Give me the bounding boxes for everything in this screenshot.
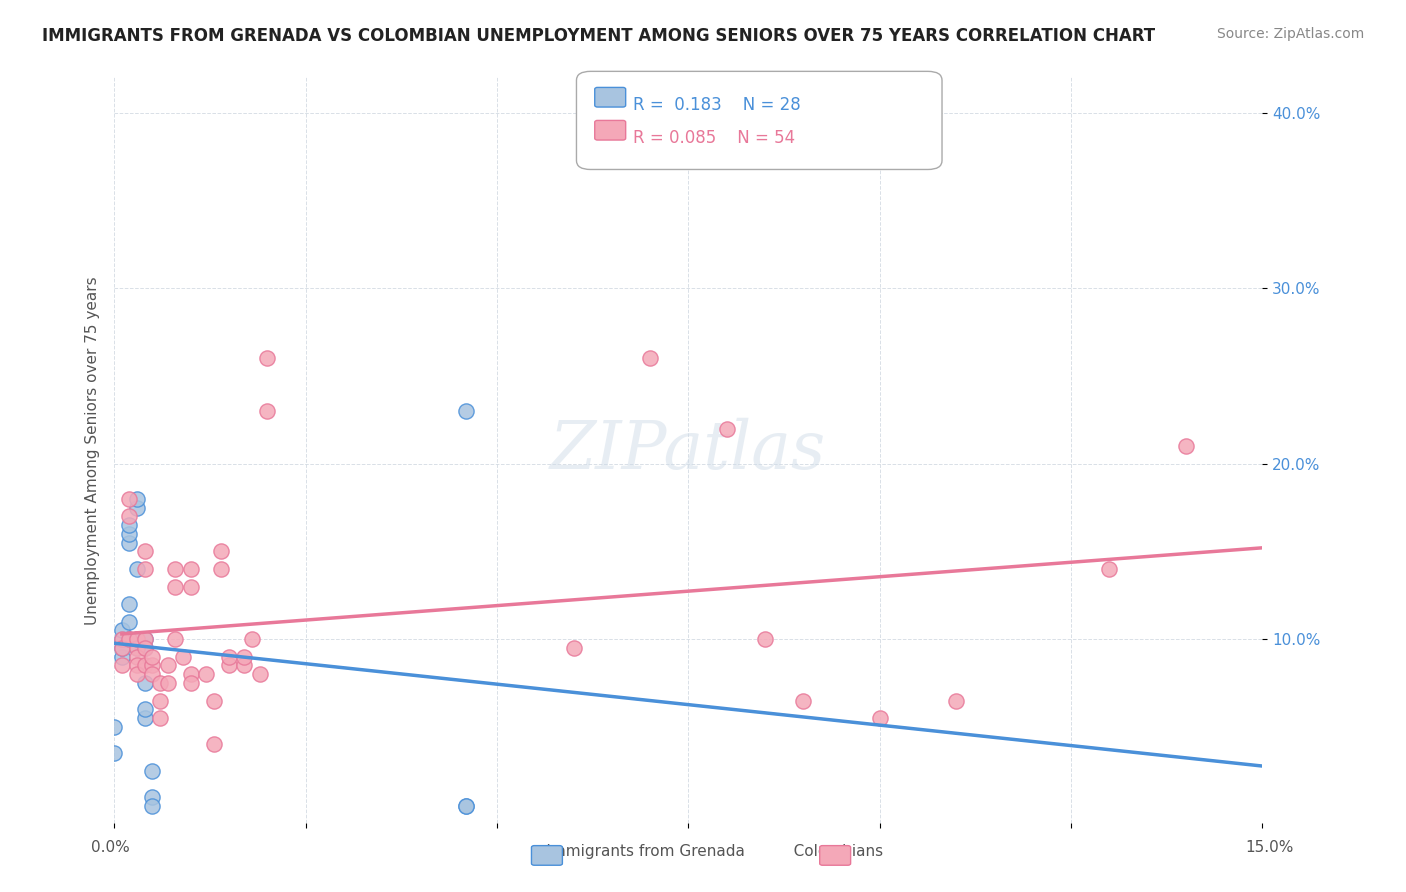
Point: [165, 580, 187, 594]
Point: [134, 544, 156, 558]
Point: [118, 597, 141, 611]
Point: [134, 632, 156, 647]
Point: [118, 535, 141, 549]
Point: [111, 632, 134, 647]
Point: [127, 632, 149, 647]
Point: [127, 667, 149, 681]
Point: [180, 676, 202, 690]
Point: [134, 711, 156, 725]
Point: [638, 351, 661, 366]
Point: [716, 421, 738, 435]
Point: [127, 649, 149, 664]
Point: [134, 640, 156, 655]
Text: 0.0%: 0.0%: [91, 840, 131, 855]
Point: [134, 676, 156, 690]
Point: [456, 799, 478, 814]
Text: R = 0.085    N = 54: R = 0.085 N = 54: [633, 129, 794, 147]
Point: [141, 649, 163, 664]
Point: [202, 738, 225, 752]
Point: [156, 658, 179, 673]
Point: [127, 500, 149, 515]
Point: [118, 632, 141, 647]
Point: [127, 562, 149, 576]
Point: [792, 693, 814, 707]
Point: [103, 720, 125, 734]
Text: Source: ZipAtlas.com: Source: ZipAtlas.com: [1216, 27, 1364, 41]
Point: [209, 544, 232, 558]
Point: [256, 351, 278, 366]
Point: [111, 658, 134, 673]
Point: [118, 509, 141, 524]
Point: [111, 640, 134, 655]
Text: Immigrants from Grenada          Colombians: Immigrants from Grenada Colombians: [523, 845, 883, 859]
Point: [149, 711, 172, 725]
Point: [869, 711, 891, 725]
Point: [134, 562, 156, 576]
Point: [118, 632, 141, 647]
Point: [134, 702, 156, 716]
Point: [456, 404, 478, 418]
Point: [456, 799, 478, 814]
Point: [172, 649, 194, 664]
Point: [141, 799, 163, 814]
Text: ZIPatlas: ZIPatlas: [550, 417, 827, 483]
Point: [149, 693, 172, 707]
Point: [111, 649, 134, 664]
Point: [118, 615, 141, 629]
Point: [180, 562, 202, 576]
Point: [202, 693, 225, 707]
Point: [156, 676, 179, 690]
Point: [134, 658, 156, 673]
Point: [141, 764, 163, 778]
Point: [165, 632, 187, 647]
Point: [218, 649, 240, 664]
Point: [127, 658, 149, 673]
Point: [118, 518, 141, 533]
Point: [134, 640, 156, 655]
Point: [233, 658, 256, 673]
Text: IMMIGRANTS FROM GRENADA VS COLOMBIAN UNEMPLOYMENT AMONG SENIORS OVER 75 YEARS CO: IMMIGRANTS FROM GRENADA VS COLOMBIAN UNE…: [42, 27, 1156, 45]
Point: [141, 658, 163, 673]
Point: [249, 667, 271, 681]
Point: [754, 632, 776, 647]
Text: R =  0.183    N = 28: R = 0.183 N = 28: [633, 96, 800, 114]
Point: [103, 746, 125, 760]
Point: [180, 580, 202, 594]
Point: [127, 632, 149, 647]
Point: [149, 676, 172, 690]
Point: [1174, 439, 1197, 453]
Point: [218, 658, 240, 673]
Point: [134, 632, 156, 647]
Text: 15.0%: 15.0%: [1246, 840, 1294, 855]
Point: [118, 526, 141, 541]
Point: [118, 491, 141, 506]
Point: [1098, 562, 1121, 576]
Point: [111, 624, 134, 638]
Point: [127, 640, 149, 655]
Point: [180, 667, 202, 681]
Point: [127, 640, 149, 655]
Point: [233, 649, 256, 664]
Point: [256, 404, 278, 418]
Point: [209, 562, 232, 576]
Point: [111, 640, 134, 655]
Point: [562, 640, 585, 655]
Point: [127, 491, 149, 506]
Point: [945, 693, 967, 707]
Y-axis label: Unemployment Among Seniors over 75 years: Unemployment Among Seniors over 75 years: [86, 277, 100, 624]
Point: [141, 667, 163, 681]
Point: [165, 562, 187, 576]
Point: [240, 632, 263, 647]
Point: [195, 667, 218, 681]
Point: [141, 790, 163, 805]
Point: [111, 632, 134, 647]
